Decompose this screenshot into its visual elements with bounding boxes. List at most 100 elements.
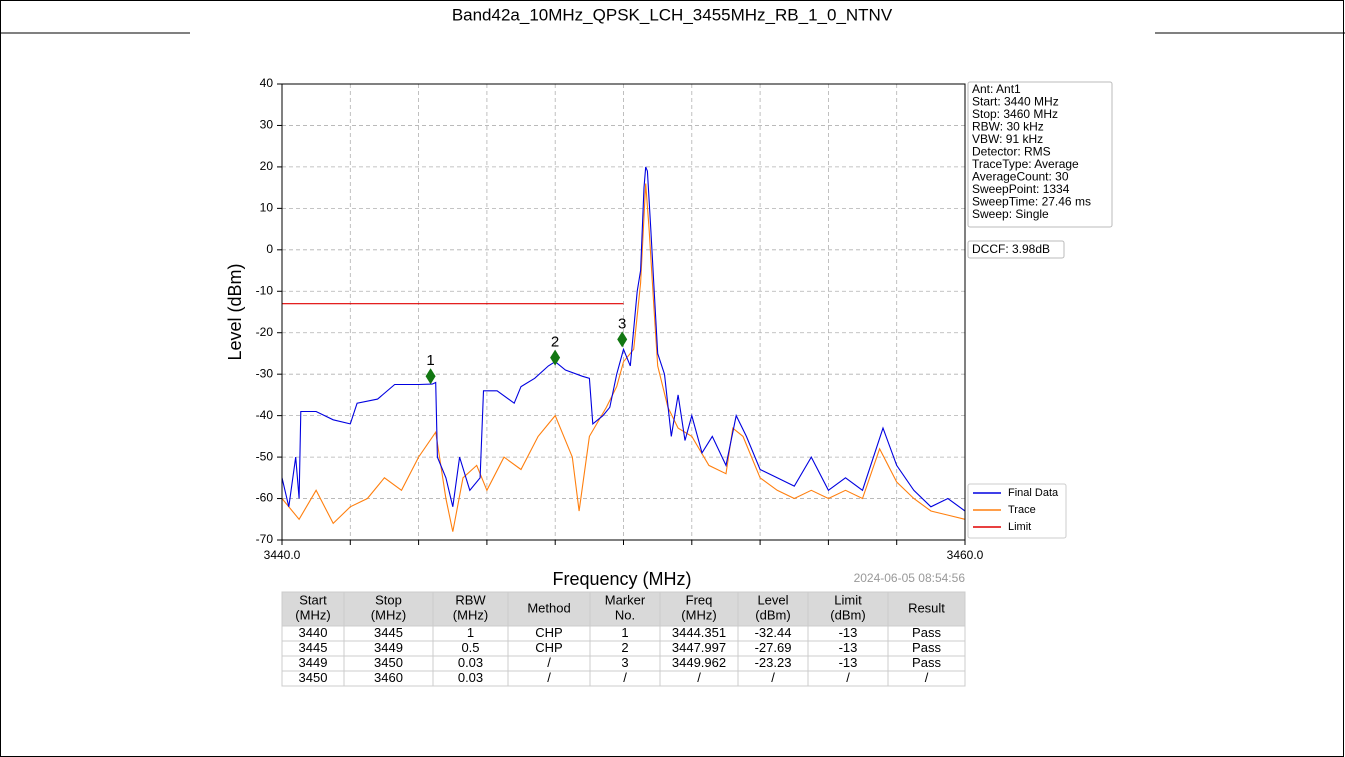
series-line xyxy=(281,183,966,532)
info-line: Start: 3440 MHz xyxy=(972,95,1059,109)
info-line: SweepPoint: 1334 xyxy=(972,182,1070,196)
table-header-cell xyxy=(507,591,591,627)
table-cell: / xyxy=(846,670,850,685)
series-line xyxy=(281,166,966,512)
marker xyxy=(617,331,628,348)
y-tick-label: 30 xyxy=(260,118,274,132)
table-cell: Pass xyxy=(912,640,941,655)
table-cell: 3449 xyxy=(374,640,403,655)
info-line: TraceType: Average xyxy=(972,157,1079,171)
table-header: (MHz) xyxy=(681,607,716,622)
table-cell: 3450 xyxy=(374,655,403,670)
info-line: Detector: RMS xyxy=(972,145,1051,159)
table-header-cell xyxy=(659,591,739,627)
dccf: DCCF: 3.98dB xyxy=(972,242,1050,256)
y-tick-label: -40 xyxy=(256,408,274,422)
table-header: Limit xyxy=(834,592,862,607)
table-cell: 3445 xyxy=(374,625,403,640)
marker-label: 2 xyxy=(551,334,559,351)
x-axis-label: Frequency (MHz) xyxy=(552,569,691,589)
table-header: (MHz) xyxy=(453,607,488,622)
y-tick-label: 20 xyxy=(260,159,274,173)
table-header: Freq xyxy=(686,592,713,607)
table-header: RBW xyxy=(455,592,486,607)
marker xyxy=(550,349,561,366)
table-cell: 3 xyxy=(621,655,628,670)
table-cell: 1 xyxy=(621,625,628,640)
table-cell: -13 xyxy=(839,655,858,670)
table-cell: 0.03 xyxy=(458,655,483,670)
table-cell: / xyxy=(771,670,775,685)
table-cell: / xyxy=(547,670,551,685)
table-header: (MHz) xyxy=(295,607,330,622)
marker-label: 1 xyxy=(426,352,434,369)
y-tick-label: -50 xyxy=(256,449,274,463)
timestamp: 2024-06-05 08:54:56 xyxy=(854,571,966,585)
table-cell: -13 xyxy=(839,640,858,655)
info-line: Ant: Ant1 xyxy=(972,82,1021,96)
table-cell: 3447.997 xyxy=(672,640,726,655)
marker xyxy=(425,368,436,385)
table-header: No. xyxy=(615,607,635,622)
table-cell: CHP xyxy=(535,640,562,655)
y-tick-label: 10 xyxy=(260,201,274,215)
table-header-cell xyxy=(281,591,345,627)
table-cell: -27.69 xyxy=(755,640,792,655)
table-header: Start xyxy=(299,592,327,607)
y-tick-label: 0 xyxy=(266,242,273,256)
info-line: Stop: 3460 MHz xyxy=(972,107,1058,121)
table-cell: / xyxy=(547,655,551,670)
info-box xyxy=(967,81,1113,228)
table-header: Method xyxy=(527,600,570,615)
table-cell: -32.44 xyxy=(755,625,792,640)
table-cell: 0.03 xyxy=(458,670,483,685)
table-cell: 3460 xyxy=(374,670,403,685)
table-cell-box xyxy=(887,670,966,687)
table-cell: Pass xyxy=(912,625,941,640)
y-tick-label: -70 xyxy=(256,532,274,546)
y-axis-label: Level (dBm) xyxy=(225,263,245,360)
table-header: Stop xyxy=(375,592,402,607)
chart-title: Band42a_10MHz_QPSK_LCH_3455MHz_RB_1_0_NT… xyxy=(452,5,893,24)
legend-label: Final Data xyxy=(1008,487,1059,499)
legend xyxy=(967,483,1067,539)
dccf-box xyxy=(967,240,1065,259)
table-header-cell xyxy=(807,591,889,627)
table-header: (MHz) xyxy=(371,607,406,622)
table-cell: 3444.351 xyxy=(672,625,726,640)
table-cell: -23.23 xyxy=(755,655,792,670)
table-cell: 3445 xyxy=(299,640,328,655)
table-cell: 3440 xyxy=(299,625,328,640)
info-line: VBW: 91 kHz xyxy=(972,132,1043,146)
table-header-cell xyxy=(887,591,966,627)
table-cell: / xyxy=(623,670,627,685)
x-tick-label: 3460.0 xyxy=(947,548,984,562)
y-tick-label: -60 xyxy=(256,491,274,505)
y-tick-label: 40 xyxy=(260,76,274,90)
table-cell: / xyxy=(697,670,701,685)
table-cell: / xyxy=(925,670,929,685)
table-header: Result xyxy=(908,600,945,615)
table-cell: CHP xyxy=(535,625,562,640)
table-cell: 3449 xyxy=(299,655,328,670)
y-tick-label: -30 xyxy=(256,366,274,380)
table-header: Level xyxy=(757,592,788,607)
info-line: SweepTime: 27.46 ms xyxy=(972,195,1091,209)
x-tick-label: 3440.0 xyxy=(264,548,301,562)
marker-label: 3 xyxy=(618,315,626,332)
y-tick-label: -20 xyxy=(256,325,274,339)
table-cell: 0.5 xyxy=(461,640,479,655)
table-header: (dBm) xyxy=(755,607,790,622)
table-cell: 2 xyxy=(621,640,628,655)
table-header-cell xyxy=(343,591,434,627)
table-cell: 3450 xyxy=(299,670,328,685)
table-cell: 3449.962 xyxy=(672,655,726,670)
y-tick-label: -10 xyxy=(256,283,274,297)
plot-border xyxy=(281,83,966,541)
legend-label: Trace xyxy=(1008,504,1036,516)
table-header: Marker xyxy=(605,592,646,607)
table-cell: Pass xyxy=(912,655,941,670)
table-cell: 1 xyxy=(467,625,474,640)
table-cell: -13 xyxy=(839,625,858,640)
